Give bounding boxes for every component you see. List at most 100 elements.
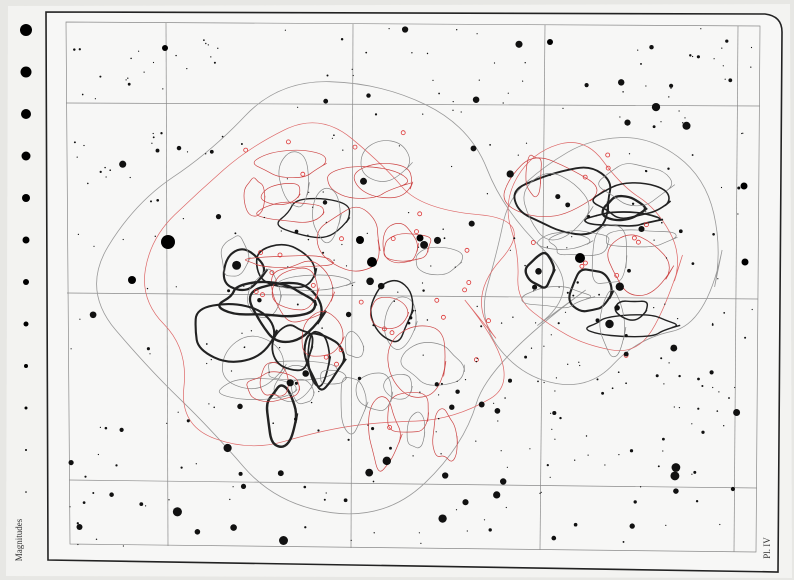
star [711,323,714,326]
star [213,406,215,409]
contour [277,197,351,239]
star [127,82,131,86]
star [468,220,475,227]
star [304,526,307,529]
star [286,379,294,387]
star [342,149,344,151]
star [691,262,695,265]
contour [291,378,315,405]
star [678,407,681,409]
star [546,463,549,467]
red-marker [277,252,283,258]
star [678,110,680,112]
star [152,136,155,139]
star [549,174,551,177]
red-marker [464,247,470,253]
star [209,149,214,154]
star [302,370,310,377]
star [585,435,588,437]
star [573,522,578,527]
star [435,431,437,433]
star [371,427,375,431]
star [426,52,429,55]
star [611,387,614,390]
star [238,471,243,476]
star [84,475,87,478]
star [138,50,140,52]
star [176,145,182,151]
star [83,144,85,147]
star [751,308,753,311]
star [670,87,672,89]
star [421,282,424,284]
star [180,466,183,469]
star [430,265,432,267]
red-marker [269,270,275,276]
star [572,294,575,297]
star [398,145,400,147]
star [513,237,516,240]
star [195,463,197,465]
star [287,266,289,268]
star [537,380,539,383]
star [653,239,655,241]
star [615,282,624,291]
star [673,406,675,408]
red-marker [582,174,588,180]
star [452,100,454,103]
contour [548,230,610,256]
star [709,370,714,375]
star [693,470,697,474]
star [701,384,704,388]
contour [525,154,542,198]
scale-dot [21,109,31,119]
star [377,282,385,290]
plate-frame [45,11,783,573]
contour [353,163,414,199]
star [426,319,429,321]
star [79,318,81,320]
red-marker [417,211,423,217]
star [257,297,262,303]
star [478,401,485,408]
star [475,360,478,363]
star [208,403,210,405]
star [562,107,564,109]
red-marker [636,239,641,245]
star [663,383,665,385]
star [744,336,747,339]
star [76,522,79,525]
star [598,293,600,296]
star [325,492,327,494]
contour [340,377,369,435]
contour [415,246,463,276]
star [412,455,414,457]
star [130,57,132,60]
star [456,380,458,382]
contour [432,408,458,462]
contour [218,280,318,318]
star [143,71,145,73]
red-marker [352,144,358,150]
star [712,386,714,389]
star [438,514,447,523]
star [422,113,424,115]
contour [592,182,672,219]
star [665,524,667,527]
contour [601,194,648,222]
contour [607,234,675,296]
star [734,386,736,389]
bright-star [367,257,377,267]
star [624,119,631,126]
star [512,316,514,318]
star [407,321,411,325]
star [365,51,368,54]
star [455,509,458,511]
star [555,377,558,379]
star [550,412,552,414]
star [333,134,335,137]
star [409,316,413,320]
red-marker [579,263,585,269]
star [741,132,743,135]
star [470,145,477,152]
